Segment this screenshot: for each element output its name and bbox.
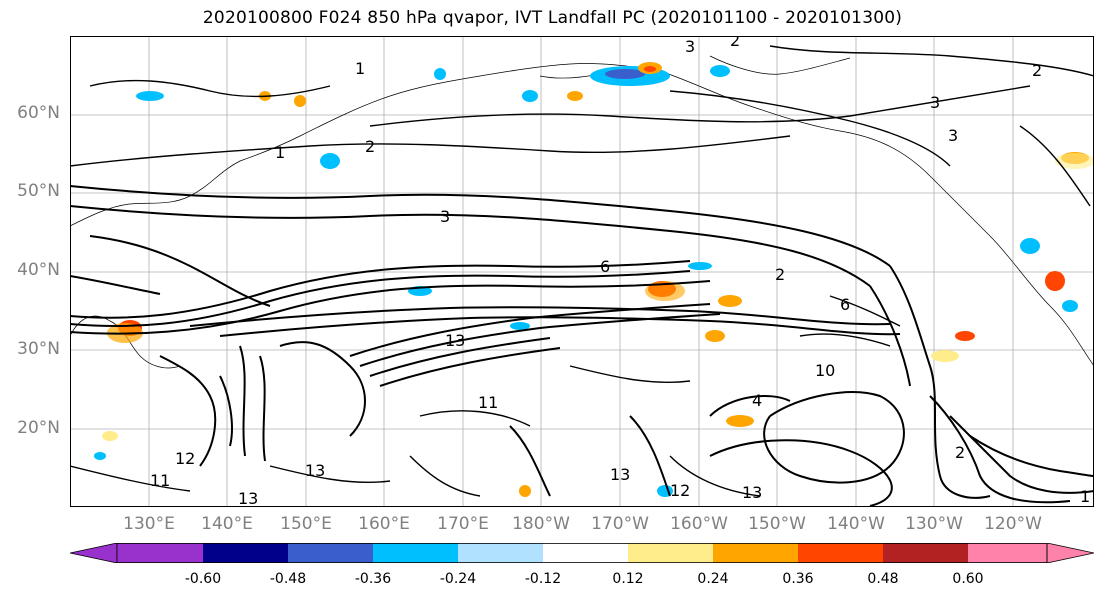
contour-label: 3 [930,93,940,112]
shade-yellow-w [102,431,118,441]
shade-yellow-1 [1055,153,1094,169]
shade-blue-2 [320,153,340,169]
contour-label: 12 [670,481,690,500]
map-frame [70,36,1094,507]
lat-label-30n: 30°N [17,339,60,359]
map-title: 2020100800 F024 850 hPa qvapor, IVT Land… [202,8,903,28]
contour-label: 1 [355,59,365,78]
contour-label: 6 [840,295,850,314]
ivt-contours [70,185,1094,507]
colorbar-segment [458,543,543,563]
contour-label: 2 [1032,61,1042,80]
shade-orange-e2 [955,331,975,341]
contour-label: 1 [275,143,285,162]
shade-blue-n [710,65,730,77]
contour-label: 13 [445,331,465,350]
shade-orange-mid3 [705,330,725,342]
shade-orange-1 [294,95,306,107]
colorbar-segment [543,543,628,563]
thin-contours [70,45,1094,497]
contour-label: 3 [948,126,958,145]
colorbar-segment [373,543,458,563]
colorbar-segment [117,543,203,563]
lon-label-150w: 150°W [748,514,806,534]
shade-blue-4 [522,90,538,102]
contour-label: 2 [730,36,740,50]
lat-label-20n: 20°N [17,418,60,438]
colorbar-extend-min [70,543,118,563]
shade-red-alaska [644,66,656,72]
colorbar-segment [288,543,373,563]
lat-label-40n: 40°N [17,260,60,280]
contour-label: 11 [478,393,498,412]
colorbar-tick-label: 0.36 [782,571,814,587]
shade-blue-w [94,452,106,460]
contour-label: 2 [775,265,785,284]
colorbar-tick-label: -0.60 [184,571,222,587]
lon-label-120w: 120°W [984,514,1042,534]
colorbar-tick-label: 0.24 [697,571,729,587]
colorbar-tick-label: -0.36 [354,571,392,587]
contour-label: 10 [815,361,835,380]
shade-orange-2 [567,91,583,101]
contour-label: 6 [600,257,610,276]
colorbar-segment [203,543,288,563]
map-background [70,36,1094,507]
lat-label-50n: 50°N [17,181,60,201]
colorbar-segment [968,543,1047,563]
lon-label-130e: 130°E [123,514,175,534]
colorbar-tick-label: 0.60 [952,571,984,587]
lon-label-140w: 140°W [827,514,885,534]
contour-label: 4 [752,391,762,410]
lon-label-170w: 170°W [591,514,649,534]
lon-label-150e: 150°E [280,514,332,534]
colorbar-segment [883,543,968,563]
shade-blue-e2 [1062,300,1078,312]
shade-orange-mid [645,281,685,301]
shade-blue-mid3 [510,322,530,330]
lon-label-160w: 160°W [670,514,728,534]
shade-blue-1 [136,91,164,101]
colorbar [70,543,1094,563]
contour-label: 1 [1080,487,1090,506]
contour-label: 3 [685,37,695,56]
colorbar-segment [713,543,798,563]
shade-orange-e [1045,271,1065,291]
contour-label: 3 [440,207,450,226]
shade-darkblue-alaska [605,69,645,79]
shade-blue-e [1020,238,1040,254]
lon-label-170e: 170°E [437,514,489,534]
contour-label: 11 [150,471,170,490]
lon-label-160e: 160°E [358,514,410,534]
contour-label: 13 [238,489,258,507]
lon-label-140e: 140°E [201,514,253,534]
colorbar-tick-label: -0.12 [524,571,562,587]
contour-label: 2 [365,137,375,156]
shade-yellow-e3 [931,350,959,362]
shade-orange-se [726,415,754,427]
contour-label: 13 [305,461,325,480]
colorbar-segment [798,543,883,563]
colorbar-segment [628,543,713,563]
contour-label: 12 [175,449,195,468]
contour-label: 13 [742,483,762,502]
colorbar-frame [116,543,1048,563]
shade-orange-se2 [519,485,531,497]
colorbar-extend-max [1046,543,1094,563]
colorbar-tick-label: 0.12 [612,571,644,587]
shade-blue-mid [688,262,712,270]
qvapor-shading [94,62,1094,497]
colorbar-tick-label: -0.48 [269,571,307,587]
shade-orange-mid2 [718,295,742,307]
lon-label-130w: 130°W [905,514,963,534]
colorbar-tick-label: 0.48 [867,571,899,587]
lon-label-180w: 180°W [512,514,570,534]
shade-blue-3 [434,68,446,80]
lat-label-60n: 60°N [17,103,60,123]
contour-label: 13 [610,465,630,484]
contour-labels: 2 3 1 2 3 2 1 3 3 2 11 13 13 12 11 13 13… [150,36,1090,507]
colorbar-tick-label: -0.24 [439,571,477,587]
map-panel: 2 3 1 2 3 2 1 3 3 2 11 13 13 12 11 13 13… [70,36,1094,507]
contour-label: 2 [955,443,965,462]
